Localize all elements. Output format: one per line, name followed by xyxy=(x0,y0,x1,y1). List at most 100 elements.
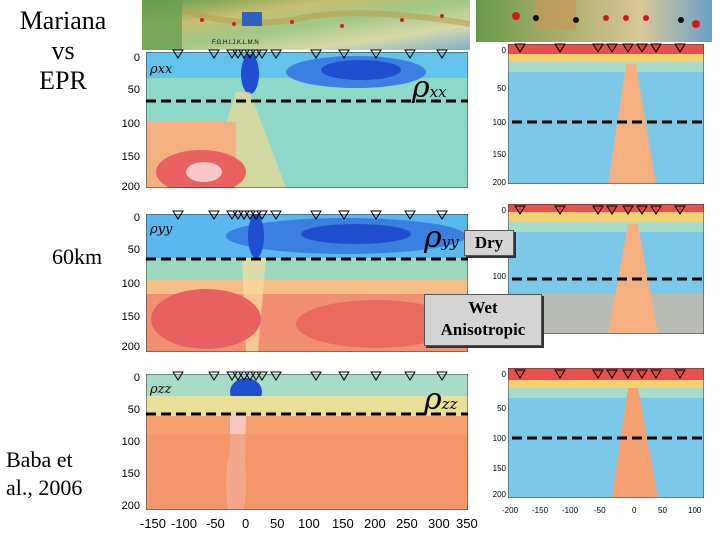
xtick: 0 xyxy=(242,516,250,531)
station-marker xyxy=(404,210,416,220)
panel-xx-big-sub: xx xyxy=(429,83,447,101)
station-marker xyxy=(650,369,662,379)
station-marker xyxy=(226,210,238,220)
station-marker xyxy=(650,205,662,215)
ytick: 50 xyxy=(127,244,140,256)
station-marker xyxy=(238,49,250,59)
ytick: 50 xyxy=(127,404,140,416)
station-marker xyxy=(370,371,382,381)
dashed-lines xyxy=(146,99,704,440)
station-marker xyxy=(338,210,350,220)
station-marker xyxy=(172,210,184,220)
xtick: 150 xyxy=(332,516,354,531)
station-marker xyxy=(592,369,604,379)
station-marker xyxy=(436,49,448,59)
ytick: 150 xyxy=(492,150,506,159)
ytick: 0 xyxy=(501,46,506,55)
panel-xx-tag: ρxx xyxy=(150,62,173,77)
station-marker xyxy=(514,43,526,53)
station-marker xyxy=(226,371,238,381)
station-marker xyxy=(238,371,250,381)
callout-wet-anisotropic: Wet Anisotropic xyxy=(424,294,542,346)
xtick: 300 xyxy=(428,516,450,531)
ytick: 0 xyxy=(133,52,140,64)
station-marker xyxy=(250,210,262,220)
xtick: 350 xyxy=(456,516,478,531)
ytick: 100 xyxy=(492,272,506,281)
title-block: Mariana vs EPR xyxy=(8,6,118,96)
ytick: 100 xyxy=(492,434,506,443)
station-marker xyxy=(436,371,448,381)
xtick: 50 xyxy=(658,506,667,515)
station-marker xyxy=(514,369,526,379)
station-marker xyxy=(674,369,686,379)
ytick: 50 xyxy=(497,404,506,413)
station-marker xyxy=(674,205,686,215)
station-marker xyxy=(172,49,184,59)
station-marker xyxy=(208,371,220,381)
station-marker xyxy=(514,205,526,215)
station-marker xyxy=(606,205,618,215)
station-marker xyxy=(606,369,618,379)
panel-zz-big-rho: ρ xyxy=(424,382,442,417)
station-marker xyxy=(338,371,350,381)
xtick: -150 xyxy=(532,506,549,515)
xtick: -100 xyxy=(562,506,579,515)
ytick: 200 xyxy=(121,181,140,193)
callout-wet-line: Wet xyxy=(468,298,498,317)
station-marker xyxy=(554,369,566,379)
panel-zz-big-label: ρzz xyxy=(424,382,457,417)
panel-yy-tag: ρyy xyxy=(150,222,173,237)
xaxis-main: -150 -100 -50 0 50 100 150 200 250 300 3… xyxy=(140,516,478,534)
xtick: -50 xyxy=(206,516,225,531)
station-marker xyxy=(622,369,634,379)
station-marker xyxy=(232,371,244,381)
xtick: -100 xyxy=(171,516,198,531)
ytick: 100 xyxy=(121,278,140,290)
panel-yy-big-label: ρyy xyxy=(424,220,459,255)
xtick: -50 xyxy=(594,506,606,515)
station-marker xyxy=(650,43,662,53)
depth-label-60km: 60km xyxy=(52,244,103,269)
station-marker xyxy=(250,371,262,381)
panel-xx-big-rho: ρ xyxy=(412,70,430,105)
station-marker xyxy=(636,205,648,215)
citation: Baba et al., 2006 xyxy=(6,446,82,502)
panel-zz-tag: ρzz xyxy=(150,382,172,397)
callout-anisotropic-line: Anisotropic xyxy=(440,320,526,339)
xtick: 50 xyxy=(270,516,285,531)
station-marker xyxy=(636,369,648,379)
ytick: 50 xyxy=(497,84,506,93)
station-marker xyxy=(554,43,566,53)
ytick: 0 xyxy=(501,206,506,215)
station-marker xyxy=(256,210,268,220)
station-marker xyxy=(404,371,416,381)
station-marker xyxy=(238,210,250,220)
panel-rho-zz: ρzz ρzz xyxy=(146,374,468,510)
panel-rho-xx: ρxx ρxx xyxy=(146,52,468,188)
station-marker xyxy=(270,49,282,59)
station-marker xyxy=(172,371,184,381)
station-marker xyxy=(592,43,604,53)
map-strip-left: F.G.H.I.J.K.L.M.N xyxy=(142,0,470,50)
station-marker xyxy=(244,371,256,381)
xaxis-right: -200 -150 -100 -50 0 50 100 xyxy=(500,506,710,518)
station-marker xyxy=(208,49,220,59)
title-line-3: EPR xyxy=(39,66,87,95)
xtick: 100 xyxy=(298,516,320,531)
xtick: 100 xyxy=(688,506,702,515)
station-marker xyxy=(244,210,256,220)
ytick: 200 xyxy=(121,500,140,512)
ytick: 50 xyxy=(127,84,140,96)
xtick: -150 xyxy=(140,516,167,531)
station-marker xyxy=(370,210,382,220)
station-marker xyxy=(592,205,604,215)
ytick: 100 xyxy=(121,436,140,448)
ytick: 150 xyxy=(121,468,140,480)
xtick: 0 xyxy=(632,506,637,515)
ytick: 100 xyxy=(121,118,140,130)
station-marker xyxy=(338,49,350,59)
station-marker xyxy=(404,49,416,59)
station-marker xyxy=(232,210,244,220)
